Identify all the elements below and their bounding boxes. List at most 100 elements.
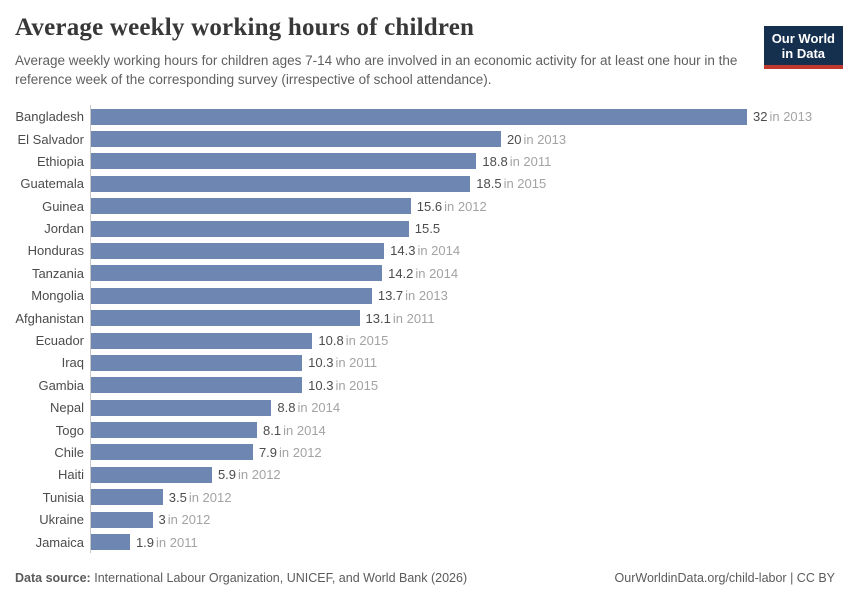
- bar[interactable]: [91, 310, 360, 327]
- country-label: Ecuador: [35, 333, 84, 349]
- bar[interactable]: [91, 377, 303, 394]
- table-row[interactable]: El Salvador 20 in 2013: [10, 127, 840, 151]
- bar[interactable]: [91, 265, 383, 282]
- value-year: in 2012: [167, 512, 211, 528]
- country-label: Guatemala: [20, 176, 84, 192]
- bar-track: 14.2 in 2014: [90, 262, 840, 285]
- bar[interactable]: [91, 175, 471, 192]
- table-row[interactable]: Togo 8.1 in 2014: [10, 418, 840, 442]
- table-row[interactable]: Jordan 15.5: [10, 217, 840, 240]
- value-year: in 2011: [156, 534, 198, 550]
- value-year: in 2014: [283, 422, 326, 438]
- value-label: 32 in 2013: [753, 109, 812, 124]
- table-row[interactable]: Jamaica 1.9 in 2011: [10, 530, 840, 554]
- value-number: 15.6: [416, 198, 443, 214]
- value-number: 7.9: [258, 444, 278, 460]
- value-label: 3 in 2012: [159, 512, 211, 527]
- bar[interactable]: [91, 108, 747, 125]
- value-number: 14.2: [388, 265, 414, 281]
- value-year: in 2013: [769, 109, 813, 125]
- country-label: Honduras: [27, 243, 84, 259]
- chart-area: Bangladesh 32 in 2013 El Salvador 20 in 2013 E…: [10, 105, 840, 554]
- country-label: Togo: [55, 422, 84, 438]
- country-label: Haiti: [57, 467, 84, 483]
- bar[interactable]: [91, 466, 212, 483]
- table-row[interactable]: Bangladesh 32 in 2013: [10, 105, 840, 128]
- table-row[interactable]: Guinea 15.6 in 2012: [10, 195, 840, 218]
- owid-logo-line2: in Data: [781, 46, 826, 61]
- bar-track: 20 in 2013: [90, 127, 840, 151]
- data-source-note: Data source: International Labour Organi…: [15, 571, 467, 585]
- bar-track: 15.6 in 2012: [90, 195, 840, 218]
- data-source-label: Data source:: [15, 571, 91, 586]
- bar[interactable]: [91, 242, 385, 259]
- bar-track: 1.9 in 2011: [90, 530, 840, 554]
- bar[interactable]: [91, 153, 477, 170]
- table-row[interactable]: Ukraine 3 in 2012: [10, 508, 840, 531]
- owid-url-license-link[interactable]: OurWorldinData.org/child-labor | CC BY: [614, 571, 835, 586]
- value-number: 8.8: [277, 400, 296, 416]
- page-title: Average weekly working hours of children: [15, 14, 475, 41]
- bar-track: 15.5: [90, 217, 840, 240]
- value-year: in 2012: [444, 198, 487, 214]
- chart-subtitle: Average weekly working hours for childre…: [15, 52, 738, 88]
- bar[interactable]: [91, 131, 501, 148]
- bar[interactable]: [91, 489, 163, 506]
- table-row[interactable]: Tunisia 3.5 in 2012: [10, 486, 840, 509]
- country-label: Iraq: [61, 355, 84, 371]
- bar[interactable]: [91, 332, 313, 349]
- value-number: 3.5: [168, 489, 187, 505]
- bar[interactable]: [91, 354, 303, 371]
- value-number: 15.5: [414, 221, 441, 237]
- bar[interactable]: [91, 422, 258, 439]
- value-label: 5.9 in 2012: [218, 467, 281, 482]
- table-row[interactable]: Mongolia 13.7 in 2013: [10, 284, 840, 307]
- table-row[interactable]: Ecuador 10.8 in 2015: [10, 329, 840, 352]
- bar[interactable]: [91, 220, 409, 237]
- bar-track: 10.8 in 2015: [90, 329, 840, 352]
- bar-track: 7.9 in 2012: [90, 441, 840, 464]
- value-label: 20 in 2013: [507, 132, 566, 147]
- value-number: 13.7: [377, 288, 404, 304]
- table-row[interactable]: Haiti 5.9 in 2012: [10, 463, 840, 487]
- table-row[interactable]: Honduras 14.3 in 2014: [10, 239, 840, 263]
- owid-logo[interactable]: Our World in Data: [763, 26, 843, 69]
- bar-track: 13.7 in 2013: [90, 284, 840, 307]
- table-row[interactable]: Nepal 8.8 in 2014: [10, 396, 840, 419]
- value-number: 10.8: [318, 333, 344, 349]
- value-label: 8.8 in 2014: [277, 400, 340, 415]
- bar-track: 18.5 in 2015: [90, 172, 840, 195]
- value-number: 18.8: [482, 153, 508, 169]
- country-label: Tunisia: [42, 489, 84, 505]
- value-number: 32: [753, 109, 768, 125]
- bar[interactable]: [91, 444, 253, 461]
- value-number: 18.5: [476, 176, 502, 192]
- bar[interactable]: [91, 198, 411, 215]
- value-label: 14.3 in 2014: [390, 243, 460, 258]
- table-row[interactable]: Ethiopia 18.8 in 2011: [10, 150, 840, 173]
- value-label: 8.1 in 2014: [263, 423, 326, 438]
- value-year: in 2014: [417, 243, 461, 259]
- country-label: El Salvador: [17, 131, 84, 147]
- bar[interactable]: [91, 534, 130, 551]
- value-year: in 2013: [405, 288, 448, 304]
- bar-track: 3 in 2012: [90, 508, 840, 531]
- table-row[interactable]: Iraq 10.3 in 2011: [10, 351, 840, 375]
- value-year: in 2015: [503, 176, 547, 192]
- table-row[interactable]: Afghanistan 13.1 in 2011: [10, 306, 840, 330]
- bar[interactable]: [91, 511, 153, 528]
- bar[interactable]: [91, 287, 372, 304]
- value-year: in 2011: [509, 153, 552, 169]
- value-label: 15.5: [415, 221, 440, 236]
- table-row[interactable]: Gambia 10.3 in 2015: [10, 374, 840, 397]
- value-year: in 2012: [279, 444, 322, 460]
- value-number: 14.3: [390, 243, 416, 259]
- bar-track: 10.3 in 2011: [90, 351, 840, 375]
- table-row[interactable]: Tanzania 14.2 in 2014: [10, 262, 840, 285]
- bar-track: 8.1 in 2014: [90, 418, 840, 442]
- bar[interactable]: [91, 399, 272, 416]
- bar-track: 8.8 in 2014: [90, 396, 840, 419]
- table-row[interactable]: Guatemala 18.5 in 2015: [10, 172, 840, 195]
- country-label: Nepal: [50, 400, 84, 416]
- table-row[interactable]: Chile 7.9 in 2012: [10, 441, 840, 464]
